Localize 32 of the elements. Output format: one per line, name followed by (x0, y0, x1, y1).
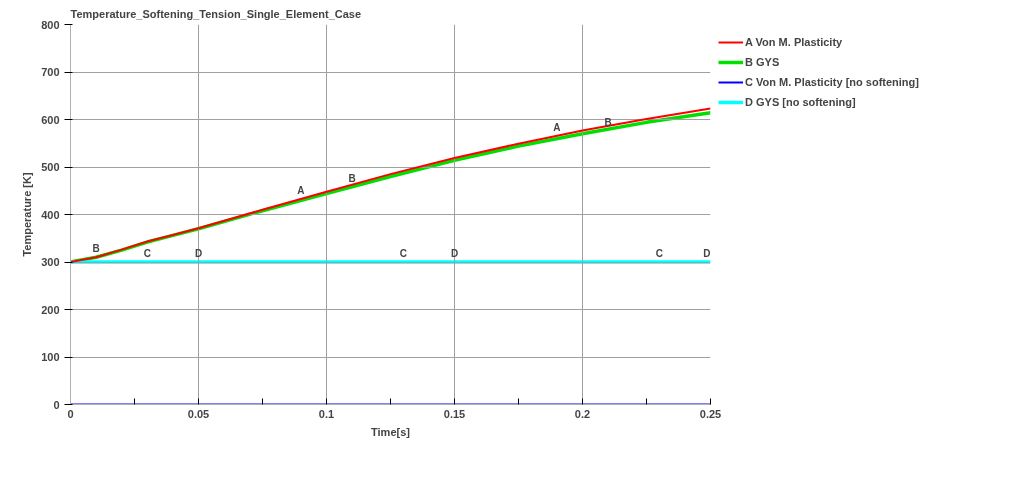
x-axis-title: Time[s] (371, 425, 411, 438)
y-tick-label: 100 (41, 351, 60, 363)
annotation: D (194, 248, 203, 259)
x-tick-label: 0.15 (443, 407, 466, 420)
legend-label: B GYS (745, 56, 780, 68)
annotation: B (348, 172, 356, 184)
y-axis-title: Temperature [K] (21, 172, 34, 257)
legend-label: C Von M. Plasticity [no softening] (745, 76, 919, 88)
x-tick-label: 0.05 (187, 407, 210, 420)
annotation: C (143, 248, 151, 259)
annotation: D (450, 248, 459, 259)
x-tick-label: 0.1 (318, 407, 335, 420)
annotation: C (655, 248, 663, 259)
x-tick-label: 0.2 (574, 407, 591, 420)
legend-label: D GYS [no softening] (745, 96, 856, 108)
y-tick-label: 700 (41, 66, 60, 78)
annotation: A (553, 121, 561, 133)
annotation: D (703, 248, 711, 259)
y-tick-label: 400 (41, 208, 60, 221)
annotation: A (297, 184, 305, 196)
y-tick-label: 600 (41, 113, 60, 126)
chart-title: Temperature_Softening_Tension_Single_Element_Case (70, 7, 362, 20)
y-tick-label: 0 (53, 398, 60, 411)
y-tick-label: 300 (41, 256, 60, 268)
annotation: B (92, 243, 100, 255)
legend-label: A Von M. Plasticity (745, 36, 843, 48)
x-tick-label: 0 (67, 407, 74, 420)
y-tick-label: 500 (41, 161, 60, 173)
annotation: C (399, 248, 407, 259)
y-tick-label: 800 (41, 18, 60, 31)
x-tick-label: 0.25 (699, 407, 722, 420)
y-tick-label: 200 (41, 303, 60, 316)
